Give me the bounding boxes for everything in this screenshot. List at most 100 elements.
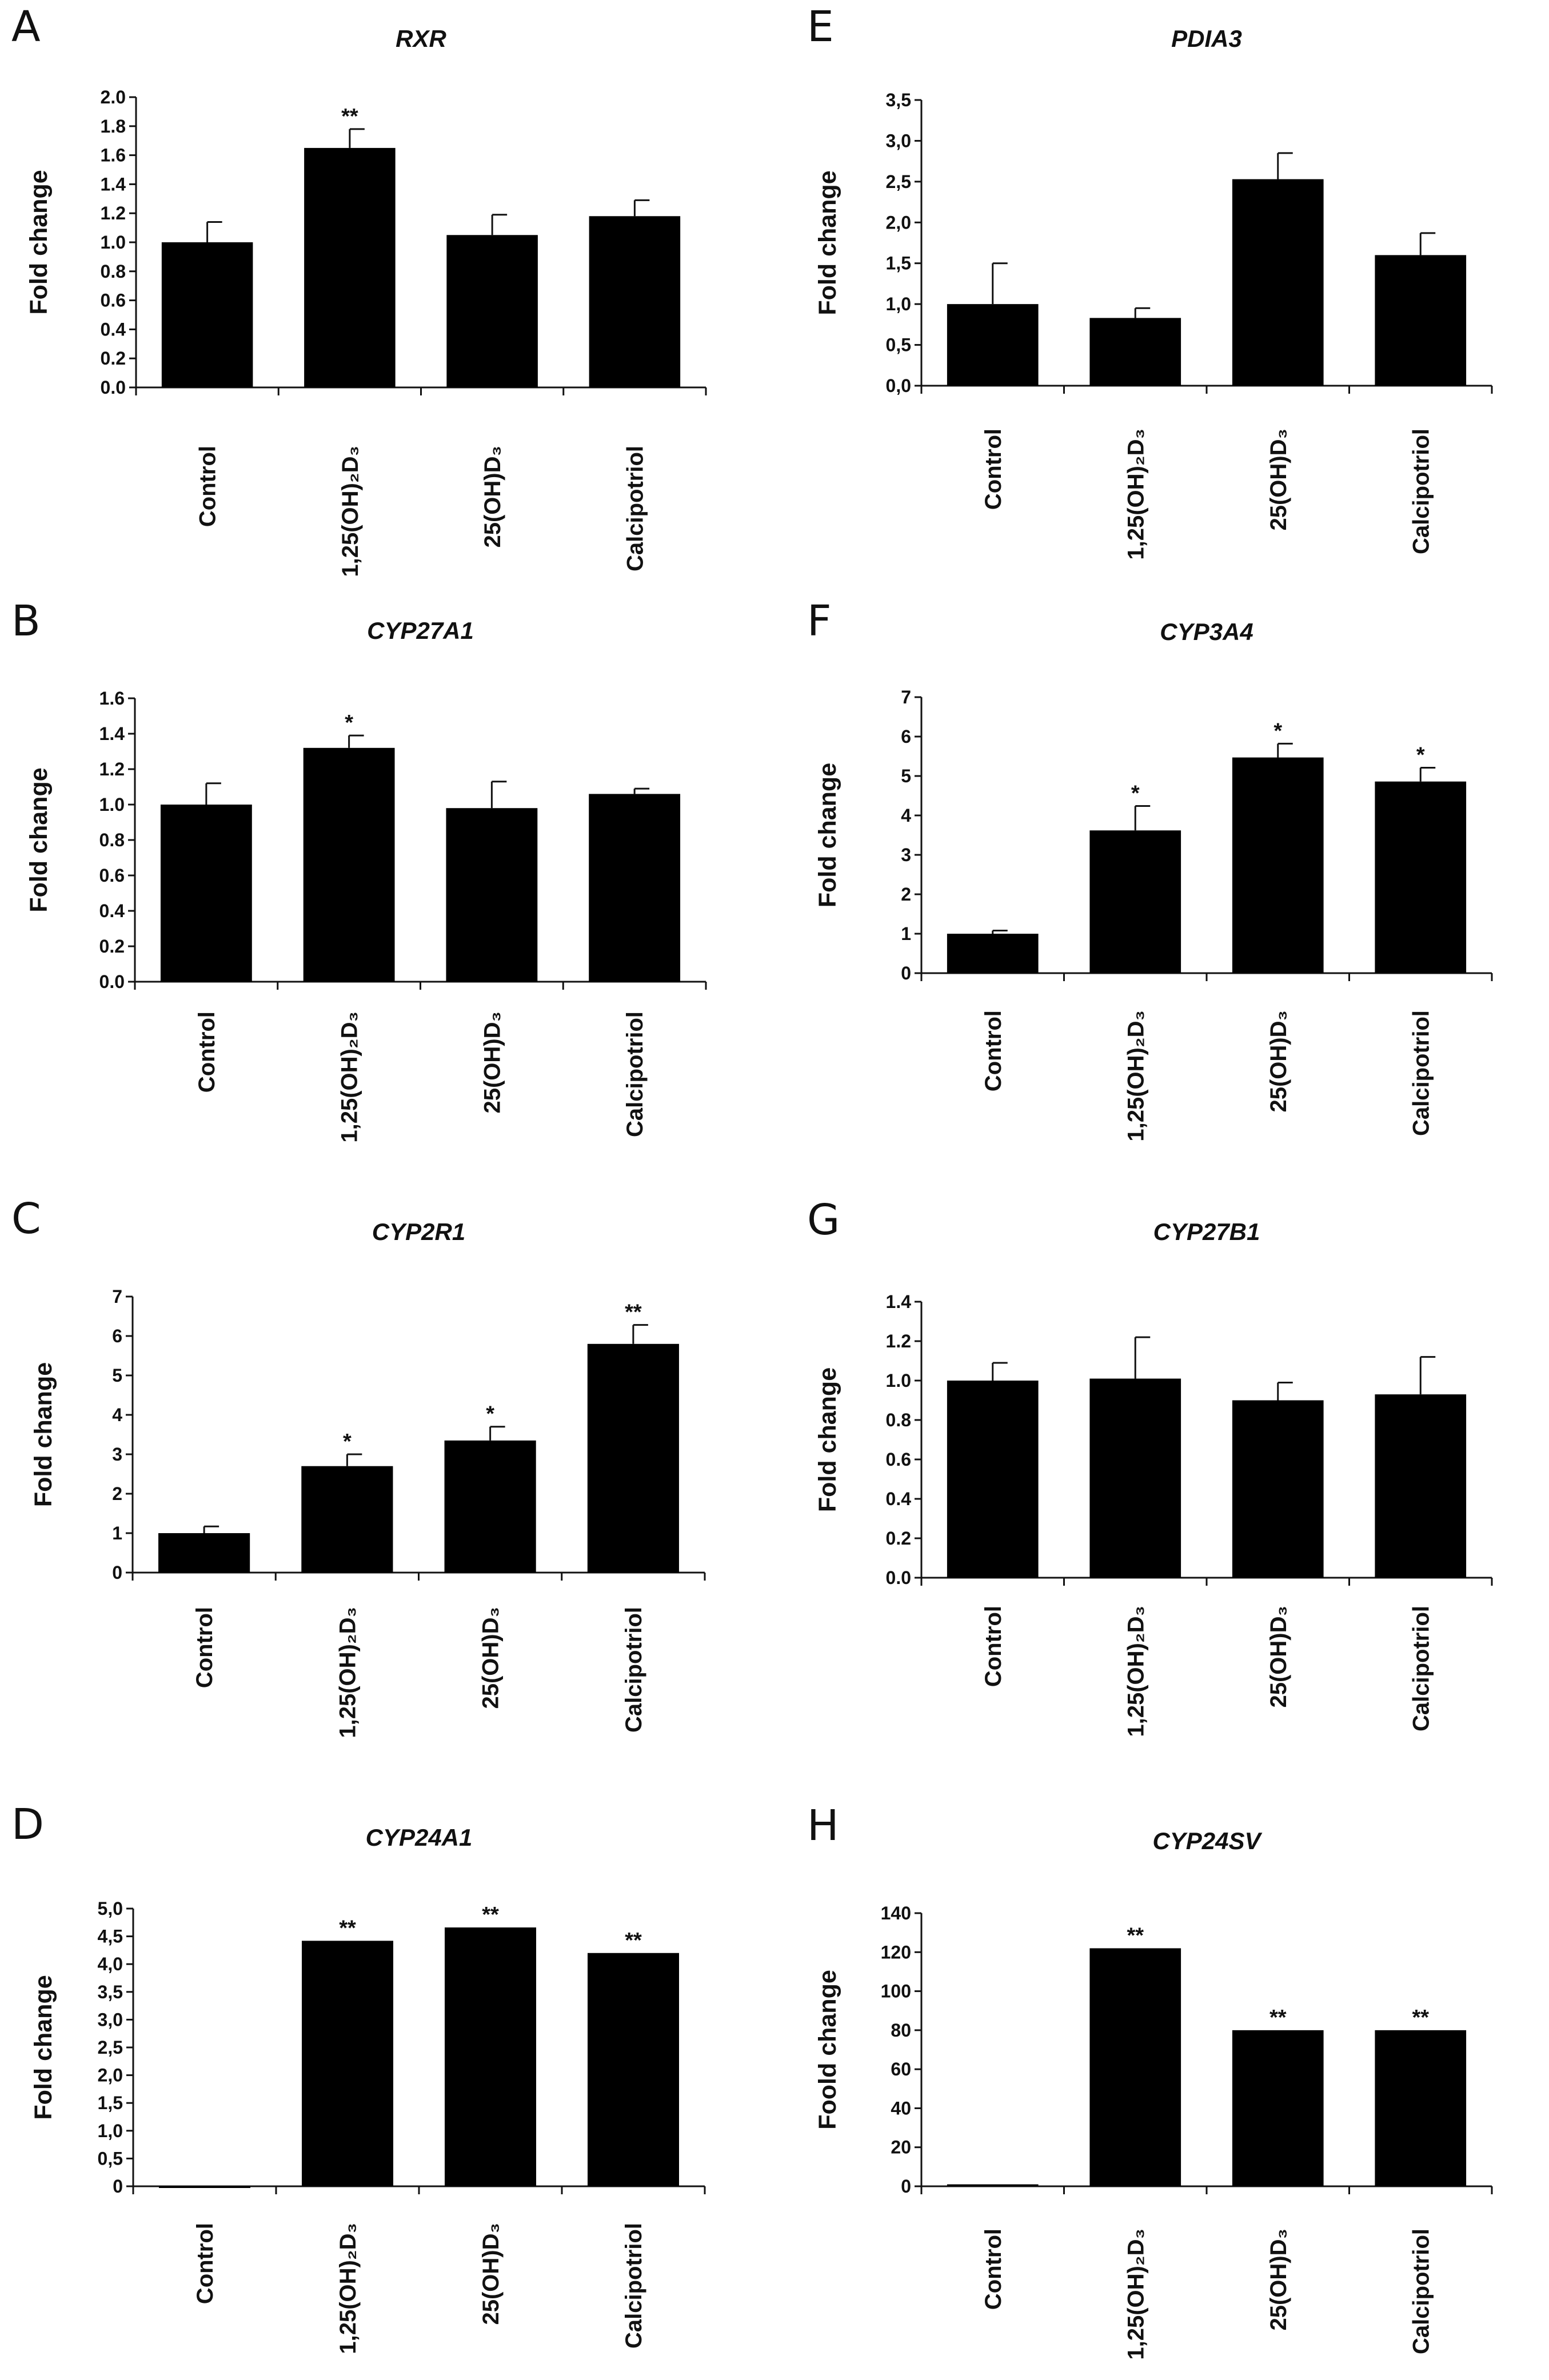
bar-2 xyxy=(304,147,396,387)
y-tick-label: 4,5 xyxy=(98,1926,123,1947)
significance-marker-3: * xyxy=(486,1402,494,1426)
y-tick-label: 1.0 xyxy=(886,1370,911,1391)
y-tick-label: 80 xyxy=(891,2020,911,2041)
chart-panel-f: F CYP3A4 Fold change 0 1 2 3 4 5 6 7 Control * 1,25(O… xyxy=(807,597,1493,1142)
y-axis-label: Foold change xyxy=(814,1970,841,2130)
bar-4 xyxy=(588,1953,679,2186)
significance-marker-4: ** xyxy=(625,1301,642,1325)
y-tick-label: 1,0 xyxy=(886,294,911,314)
chart-panel-b: B CYP27A1 Fold change 0.0 0.2 0.4 0.6 0.8 1.0 1.2… xyxy=(11,597,707,1143)
y-tick-label: 0,5 xyxy=(886,335,911,355)
x-category-label-3: 25(OH)D₃ xyxy=(478,1607,504,1709)
chart-title: CYP24SV xyxy=(1152,1827,1262,1854)
y-tick-label: 2 xyxy=(901,884,911,905)
x-category-label-3: 25(OH)D₃ xyxy=(480,446,505,548)
y-tick-label: 120 xyxy=(881,1942,911,1962)
y-tick-label: 0,0 xyxy=(886,375,911,396)
y-tick-label: 6 xyxy=(901,726,911,747)
y-tick-label: 0 xyxy=(112,1562,122,1583)
x-category-label-1: Control xyxy=(981,429,1006,510)
panel-letter: A xyxy=(11,2,41,51)
bar-1 xyxy=(159,2186,250,2188)
y-tick-label: 3 xyxy=(901,845,911,865)
y-tick-label: 4 xyxy=(901,805,911,826)
x-category-label-4: Calcipotriol xyxy=(622,1011,648,1137)
panel-letter: H xyxy=(807,1801,839,1850)
y-axis-label: Fold change xyxy=(814,1367,841,1512)
significance-marker-2: ** xyxy=(341,105,358,129)
chart-title: CYP27B1 xyxy=(1153,1218,1260,1245)
x-category-label-4: Calcipotriol xyxy=(1408,429,1434,554)
x-category-label-4: Calcipotriol xyxy=(621,1607,646,1733)
y-tick-label: 0.8 xyxy=(101,261,126,282)
significance-marker-2: * xyxy=(343,1430,352,1454)
x-category-label-4: Calcipotriol xyxy=(1408,1606,1434,1731)
bar-3 xyxy=(446,808,538,982)
bar-1 xyxy=(947,1381,1039,1578)
bar-2 xyxy=(1089,1378,1181,1578)
bar-4 xyxy=(1375,781,1467,973)
significance-marker-2: * xyxy=(345,711,353,735)
y-tick-label: 3,0 xyxy=(886,130,911,151)
x-category-label-2: 1,25(OH)₂D₃ xyxy=(337,1011,362,1143)
y-axis-label: Fold change xyxy=(814,170,841,315)
y-axis-label: Fold change xyxy=(30,1975,57,2119)
bar-3 xyxy=(1232,1400,1324,1578)
significance-marker-4: * xyxy=(1416,743,1425,767)
x-category-label-3: 25(OH)D₃ xyxy=(1266,2229,1291,2331)
y-tick-label: 0,5 xyxy=(98,2148,123,2169)
y-tick-label: 1.2 xyxy=(886,1331,911,1351)
bar-2 xyxy=(303,747,395,982)
y-tick-label: 1,5 xyxy=(98,2093,123,2113)
y-tick-label: 0.4 xyxy=(886,1489,912,1509)
y-tick-label: 1,0 xyxy=(98,2121,123,2141)
y-tick-label: 2,0 xyxy=(886,212,911,233)
chart-title: CYP2R1 xyxy=(372,1218,465,1245)
x-category-label-2: 1,25(OH)₂D₃ xyxy=(336,2223,361,2354)
y-tick-label: 1.2 xyxy=(101,203,126,223)
bar-1 xyxy=(947,934,1039,973)
panel-letter: D xyxy=(11,1800,44,1849)
chart-title: RXR xyxy=(396,25,446,52)
x-category-label-3: 25(OH)D₃ xyxy=(1266,429,1291,531)
y-tick-label: 0.6 xyxy=(101,290,126,311)
x-category-label-2: 1,25(OH)₂D₃ xyxy=(1123,2229,1148,2360)
y-tick-label: 3 xyxy=(112,1444,122,1465)
y-tick-label: 0.0 xyxy=(99,971,125,992)
y-tick-label: 1 xyxy=(112,1523,122,1543)
chart-panel-h: H CYP24SV Foold change 0 20 40 60 80 100 120 140 Co… xyxy=(807,1801,1493,2360)
panel-letter: C xyxy=(11,1194,41,1243)
bar-4 xyxy=(1375,255,1467,386)
x-category-label-4: Calcipotriol xyxy=(1408,1010,1434,1136)
y-tick-label: 3,0 xyxy=(98,2009,123,2030)
chart-panel-a: A RXR Fold change 0.0 0.2 0.4 0.6 0.8 1.0 1.2 1.4 1… xyxy=(11,2,707,577)
bar-2 xyxy=(301,1466,393,1573)
bar-1 xyxy=(158,1533,250,1573)
y-axis-label: Fold change xyxy=(25,170,53,314)
y-tick-label: 5,0 xyxy=(98,1898,123,1919)
y-tick-label: 140 xyxy=(881,1903,911,1923)
bar-1 xyxy=(161,242,253,387)
y-tick-label: 100 xyxy=(881,1981,911,2002)
x-category-label-3: 25(OH)D₃ xyxy=(478,2223,504,2325)
y-tick-label: 7 xyxy=(901,687,911,707)
bar-1 xyxy=(160,805,252,982)
y-tick-label: 3,5 xyxy=(98,1982,123,2002)
y-tick-label: 0.2 xyxy=(886,1528,911,1549)
y-tick-label: 2,5 xyxy=(98,2037,123,2058)
y-axis-label: Fold change xyxy=(814,763,841,907)
y-tick-label: 0.8 xyxy=(886,1410,911,1430)
bar-3 xyxy=(1232,179,1324,386)
y-tick-label: 40 xyxy=(891,2098,911,2118)
x-category-label-4: Calcipotriol xyxy=(622,446,648,571)
significance-marker-2: ** xyxy=(339,1916,356,1940)
x-category-label-1: Control xyxy=(195,446,221,527)
y-tick-label: 60 xyxy=(891,2059,911,2079)
y-tick-label: 2 xyxy=(112,1483,122,1504)
significance-marker-4: ** xyxy=(625,1929,642,1953)
y-tick-label: 7 xyxy=(112,1286,122,1307)
chart-title: PDIA3 xyxy=(1171,25,1242,52)
y-tick-label: 3,5 xyxy=(886,90,911,110)
chart-panel-d: D CYP24A1 Fold change 0 0,5 1,0 1,5 2,0 2,5 3,0 3,… xyxy=(11,1800,706,2354)
bar-3 xyxy=(446,235,538,387)
